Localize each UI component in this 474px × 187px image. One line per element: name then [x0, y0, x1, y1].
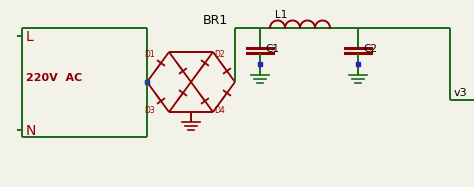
Polygon shape — [199, 93, 205, 101]
Text: N: N — [26, 124, 36, 138]
Polygon shape — [155, 93, 161, 101]
Polygon shape — [177, 93, 183, 101]
Text: L1: L1 — [275, 10, 287, 20]
Text: L: L — [26, 30, 34, 44]
Polygon shape — [199, 63, 205, 71]
Polygon shape — [221, 93, 227, 101]
Text: 220V  AC: 220V AC — [26, 73, 82, 83]
Polygon shape — [155, 63, 161, 71]
Text: C2: C2 — [363, 44, 377, 54]
Text: BR1: BR1 — [203, 13, 228, 27]
Text: D3: D3 — [144, 105, 155, 114]
Polygon shape — [221, 63, 227, 71]
Text: D1: D1 — [145, 50, 155, 59]
Polygon shape — [177, 63, 183, 71]
Text: C1: C1 — [265, 44, 279, 54]
Text: v3: v3 — [454, 88, 468, 98]
Text: D4: D4 — [214, 105, 225, 114]
Text: D2: D2 — [214, 50, 225, 59]
